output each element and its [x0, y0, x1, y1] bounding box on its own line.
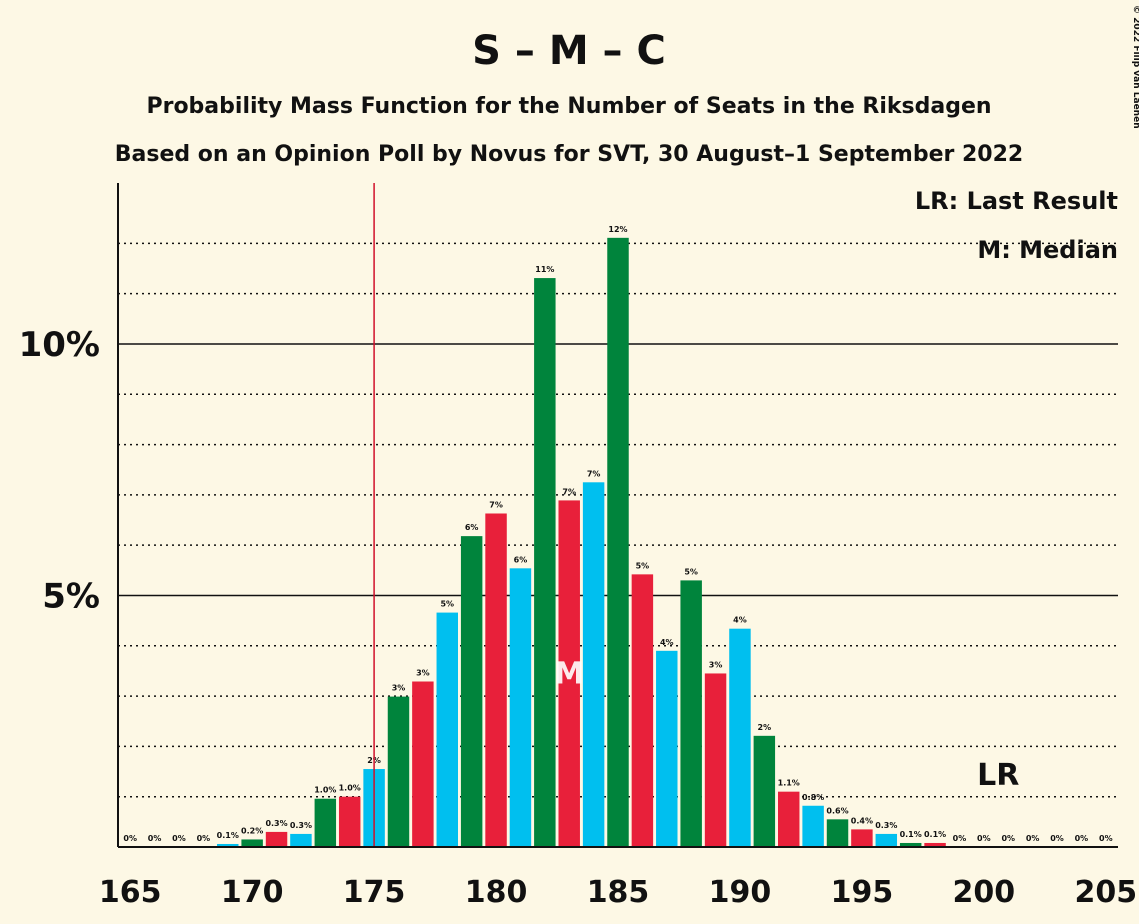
value-label: 0.3%	[265, 819, 287, 828]
value-label: 0%	[1099, 834, 1113, 843]
value-label: 1.0%	[314, 786, 336, 795]
bar	[875, 833, 898, 847]
bar	[436, 612, 458, 847]
bar	[338, 796, 361, 847]
x-tick-label: 195	[831, 875, 894, 910]
value-label: 7%	[587, 469, 601, 478]
bar	[290, 833, 312, 847]
value-label: 4%	[660, 638, 674, 647]
value-label: 7%	[489, 500, 503, 509]
value-label: 3%	[416, 669, 430, 678]
bar	[314, 798, 337, 847]
bar	[265, 831, 288, 847]
value-label: 12%	[608, 225, 627, 234]
bar	[802, 805, 824, 847]
value-label: 5%	[684, 567, 698, 576]
bar	[656, 650, 678, 847]
value-label: 0.1%	[217, 831, 239, 840]
value-label: 0%	[123, 834, 137, 843]
value-label: 0%	[148, 834, 162, 843]
value-label: 5%	[440, 600, 454, 609]
value-label: 0%	[953, 834, 967, 843]
x-tick-label: 180	[465, 875, 528, 910]
value-label: 3%	[392, 684, 406, 693]
bar	[704, 673, 727, 847]
bar	[460, 536, 483, 847]
value-label: 1.0%	[339, 784, 361, 793]
value-label: 3%	[709, 660, 723, 669]
copyright: © 2022 Filip van Laenen	[1131, 5, 1139, 129]
bar	[485, 513, 507, 847]
value-label: 0%	[1001, 834, 1015, 843]
value-label: 1.1%	[778, 779, 800, 788]
y-tick-label: 5%	[42, 576, 100, 616]
value-label: 0.2%	[241, 826, 263, 835]
bar	[778, 791, 800, 847]
bar	[387, 696, 410, 847]
bar	[729, 628, 751, 847]
bar	[241, 839, 263, 847]
bar	[582, 482, 605, 847]
value-label: 0.3%	[290, 821, 312, 830]
value-label: 0.6%	[826, 806, 848, 815]
bar	[217, 843, 239, 847]
value-label: 0%	[1075, 834, 1089, 843]
value-label: 0.3%	[875, 821, 897, 830]
value-label: 0.1%	[900, 830, 922, 839]
legend-entry: M: Median	[977, 236, 1118, 264]
x-tick-label: 170	[221, 875, 284, 910]
bar	[851, 829, 873, 847]
bar	[924, 842, 946, 847]
bar	[558, 500, 580, 847]
median-marker: M	[554, 657, 584, 692]
bar	[509, 568, 532, 847]
value-label: 0.4%	[851, 816, 873, 825]
bar	[631, 574, 654, 847]
value-label: 0%	[1050, 834, 1064, 843]
subtitle: Based on an Opinion Poll by Novus for SV…	[115, 142, 1023, 167]
value-label: 0%	[977, 834, 991, 843]
chart-title: S – M – C	[472, 28, 666, 74]
value-label: 0%	[172, 834, 186, 843]
value-label: 11%	[535, 265, 554, 274]
subtitle: Probability Mass Function for the Number…	[146, 94, 991, 119]
bar	[680, 580, 702, 847]
bar	[607, 237, 629, 847]
x-tick-label: 200	[953, 875, 1016, 910]
x-tick-label: 190	[709, 875, 772, 910]
value-label: 0.1%	[924, 830, 946, 839]
value-label: 6%	[465, 523, 479, 532]
bar	[826, 819, 849, 847]
value-label: 0%	[1026, 834, 1040, 843]
bar	[534, 278, 556, 847]
x-tick-label: 165	[99, 875, 162, 910]
value-label: 0.8%	[802, 793, 824, 802]
x-tick-label: 205	[1074, 875, 1137, 910]
value-label: 4%	[733, 616, 747, 625]
value-label: 0%	[197, 834, 211, 843]
last-result-marker: LR	[977, 758, 1019, 793]
bar	[899, 842, 922, 847]
legend-entry: LR: Last Result	[915, 187, 1118, 215]
x-tick-label: 175	[343, 875, 406, 910]
value-label: 5%	[636, 561, 650, 570]
x-tick-label: 185	[587, 875, 650, 910]
bar	[753, 735, 776, 847]
value-label: 2%	[758, 723, 772, 732]
value-label: 6%	[514, 555, 528, 564]
bar	[412, 681, 434, 847]
value-label: 7%	[562, 487, 576, 496]
y-tick-label: 10%	[19, 325, 100, 365]
